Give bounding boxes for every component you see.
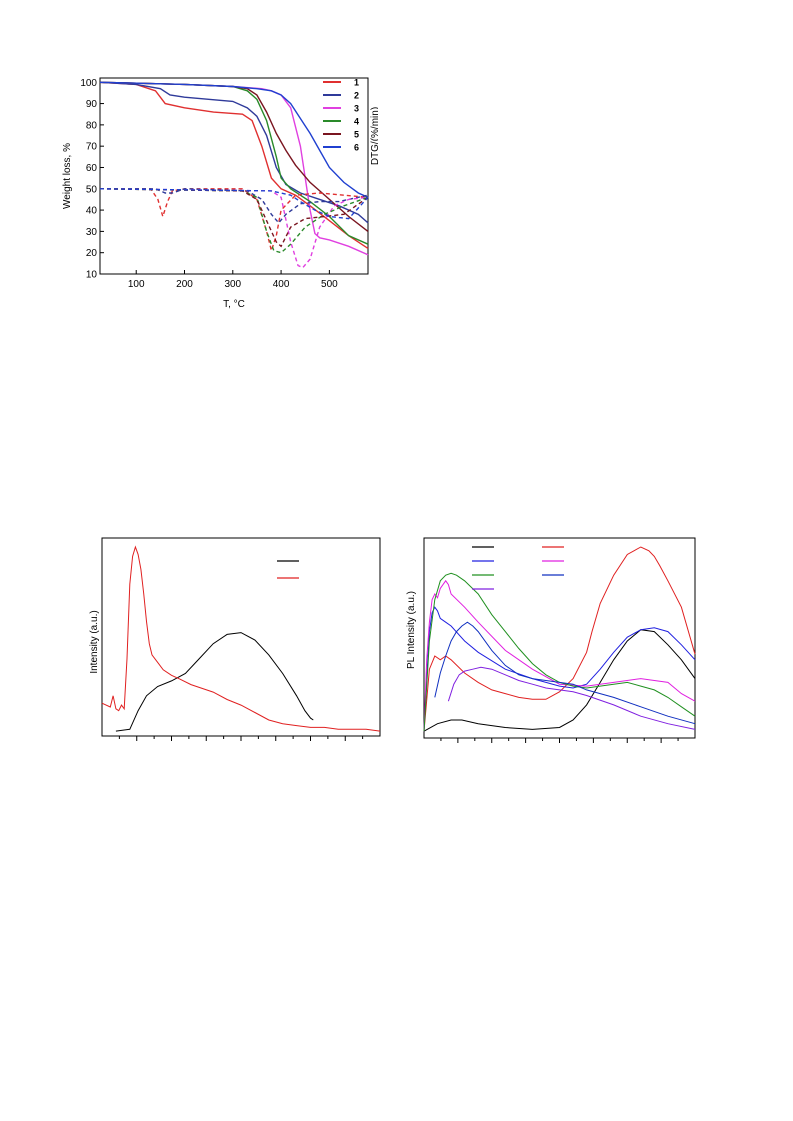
tga-x-tick-label: 200 — [176, 279, 193, 290]
tga-y-tick-label: 80 — [86, 120, 98, 131]
intensity-svg: Intensity (a.u.) — [89, 537, 381, 741]
tga-x-axis-label: T, °C — [223, 299, 245, 310]
intensity-plot-frame — [101, 537, 381, 737]
intensity-series-1 — [115, 632, 314, 732]
tga-legend-label: 3 — [354, 104, 359, 114]
tga-y-tick-label: 50 — [86, 184, 98, 195]
pl-series-4 — [423, 579, 696, 732]
tga-dtg-series-3 — [99, 188, 369, 269]
tga-x-tick-label: 500 — [321, 279, 338, 290]
pl-axes — [440, 738, 679, 743]
intensity-series — [101, 545, 381, 732]
tga-legend-label: 4 — [354, 117, 359, 127]
tga-axes: 100 200 300 400 500 10 20 30 40 50 60 70 80 90 100 — [80, 78, 338, 290]
pl-series-5 — [423, 572, 696, 732]
pl-series-6 — [434, 621, 696, 725]
tga-y-tick-label: 90 — [86, 99, 98, 110]
tga-legend: 1 2 3 4 5 6 — [323, 78, 359, 153]
tga-dtg-series-6 — [99, 188, 369, 220]
pl-chart: PL Intensity (a.u.) — [402, 528, 712, 760]
tga-x-tick-label: 100 — [128, 279, 145, 290]
pl-series-1 — [423, 629, 696, 732]
pl-series-3 — [423, 606, 696, 732]
tga-y-tick-label: 60 — [86, 163, 98, 174]
tga-weight-series-1 — [99, 81, 369, 249]
pl-legend — [472, 546, 564, 590]
pl-series-2 — [423, 546, 696, 732]
tga-y2-axis-label: DTG/(%/min) — [370, 107, 378, 165]
tga-legend-label: 6 — [354, 143, 359, 153]
intensity-chart: Intensity (a.u.) — [80, 530, 390, 760]
pl-series-7 — [447, 666, 696, 730]
pl-svg: PL Intensity (a.u.) — [406, 537, 696, 743]
tga-y-tick-label: 40 — [86, 206, 98, 217]
tga-y-axis-label: Weight loss, % — [62, 143, 73, 209]
tga-legend-label: 1 — [354, 78, 359, 88]
intensity-legend — [277, 560, 299, 579]
tga-x-tick-label: 300 — [224, 279, 241, 290]
tga-y-tick-label: 30 — [86, 227, 98, 238]
tga-y-tick-label: 70 — [86, 142, 98, 153]
tga-weight-series-2 — [99, 81, 369, 224]
pl-plot-frame — [423, 537, 696, 739]
tga-chart: 100 200 300 400 500 10 20 30 40 50 60 70 80 90 100 1 2 3… — [58, 70, 381, 320]
tga-plot-frame — [99, 77, 369, 275]
tga-dtg-series-2 — [100, 188, 369, 224]
tga-dtg-series-4 — [99, 188, 369, 254]
tga-series — [99, 81, 369, 269]
tga-dtg-series-1 — [100, 188, 369, 254]
tga-x-tick-label: 400 — [273, 279, 290, 290]
tga-weight-series-5 — [99, 81, 369, 232]
pl-y-axis-label: PL Intensity (a.u.) — [406, 591, 417, 669]
tga-legend-label: 5 — [354, 130, 359, 140]
tga-legend-label: 2 — [354, 91, 359, 101]
tga-y-tick-label: 10 — [86, 270, 98, 281]
tga-dtg-series-5 — [99, 188, 369, 248]
intensity-y-axis-label: Intensity (a.u.) — [89, 610, 100, 673]
pl-series — [423, 546, 696, 732]
intensity-axes — [118, 736, 364, 741]
tga-y-tick-label: 100 — [80, 78, 97, 89]
tga-y-tick-label: 20 — [86, 248, 98, 259]
tga-svg: 100 200 300 400 500 10 20 30 40 50 60 70 80 90 100 1 2 3… — [62, 77, 381, 310]
intensity-series-2 — [101, 545, 381, 732]
tga-weight-series-6 — [99, 81, 369, 198]
